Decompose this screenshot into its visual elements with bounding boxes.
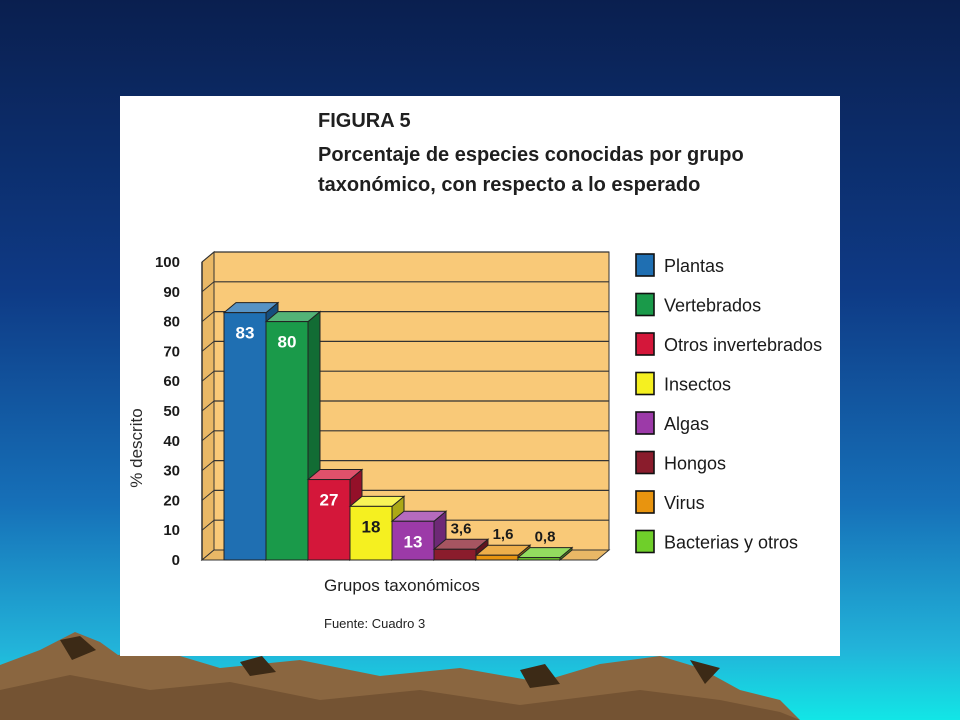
bar-bacterias-y-otros: 0,8 — [516, 529, 574, 562]
gridline-side — [201, 370, 215, 382]
bar-front — [265, 321, 309, 561]
legend-swatch — [635, 411, 655, 435]
y-tick-label: 40 — [163, 433, 180, 450]
y-tick-label: 50 — [163, 403, 180, 420]
legend-label: Otros invertebrados — [664, 335, 822, 355]
gridline-side — [201, 430, 215, 442]
legend-swatch — [635, 490, 655, 514]
legend-item-vertebrados: Vertebrados — [635, 292, 761, 317]
figure-label: FIGURA 5 — [318, 110, 411, 132]
gridline-side — [201, 311, 215, 322]
legend-label: Algas — [664, 414, 709, 434]
gridline-side — [201, 519, 215, 531]
gridline-side — [201, 251, 215, 263]
legend-swatch — [635, 450, 655, 475]
bar-value-label: 13 — [404, 532, 423, 551]
legend-item-plantas: Plantas — [635, 253, 724, 277]
chart-title: Porcentaje de especies conocidas por gru… — [318, 144, 744, 196]
y-tick-label: 100 — [155, 254, 180, 271]
x-axis-label: Grupos taxonómicos — [324, 576, 480, 595]
bar-chart: 0 10 20 30 40 50 60 70 80 90 100 83 80 27 18 13 3,6 1,6 0… — [127, 250, 822, 569]
bar-front — [517, 557, 561, 561]
legend-swatch — [635, 529, 655, 554]
legend-label: Vertebrados — [664, 296, 761, 316]
y-tick-label: 90 — [163, 284, 180, 301]
bar-insectos: 18 — [348, 495, 406, 562]
bar-value-label: 27 — [320, 491, 339, 510]
gridline-side — [201, 281, 215, 293]
bar-value-label: 1,6 — [493, 526, 514, 543]
y-tick-label: 10 — [163, 522, 180, 539]
bar-value-label: 18 — [362, 517, 381, 536]
legend-item-bacterias-y-otros: Bacterias y otros — [635, 529, 798, 554]
y-axis-label: % descrito — [127, 408, 146, 487]
bar-virus: 1,6 — [474, 526, 532, 562]
legend-swatch — [635, 292, 655, 317]
legend-item-virus: Virus — [635, 490, 705, 514]
y-tick-label: 60 — [163, 373, 180, 390]
bar-value-label: 83 — [236, 324, 255, 343]
y-tick-label: 0 — [172, 552, 180, 569]
legend-label: Insectos — [664, 375, 731, 395]
legend-label: Virus — [664, 493, 705, 513]
legend-item-algas: Algas — [635, 411, 709, 435]
y-tick-label: 30 — [163, 463, 180, 480]
y-tick-label: 70 — [163, 343, 180, 360]
bar-front — [223, 312, 267, 561]
gridline-side — [201, 400, 215, 412]
source-note: Fuente: Cuadro 3 — [324, 616, 426, 631]
gridline-side — [201, 341, 215, 352]
bar-front — [433, 548, 477, 561]
y-tick-label: 80 — [163, 314, 180, 331]
bar-value-label: 0,8 — [535, 529, 556, 546]
legend-item-otros-invertebrados: Otros invertebrados — [635, 332, 822, 356]
y-tick-label: 20 — [163, 492, 180, 509]
legend-label: Plantas — [664, 256, 724, 276]
legend-label: Hongos — [664, 454, 726, 474]
legend-swatch — [635, 253, 655, 277]
gridline-side — [201, 490, 215, 501]
legend-swatch — [635, 371, 655, 396]
figure-panel: FIGURA 5 Porcentaje de especies conocida… — [120, 96, 840, 656]
bar-front — [349, 505, 393, 561]
bar-front — [475, 554, 519, 561]
bar-front — [391, 520, 435, 561]
legend-swatch — [635, 332, 655, 356]
legend-item-hongos: Hongos — [635, 450, 726, 475]
bar-value-label: 80 — [278, 333, 297, 352]
bar-value-label: 3,6 — [451, 520, 472, 537]
gridline-side — [201, 460, 215, 471]
legend-label: Bacterias y otros — [664, 533, 798, 553]
legend-item-insectos: Insectos — [635, 371, 731, 396]
